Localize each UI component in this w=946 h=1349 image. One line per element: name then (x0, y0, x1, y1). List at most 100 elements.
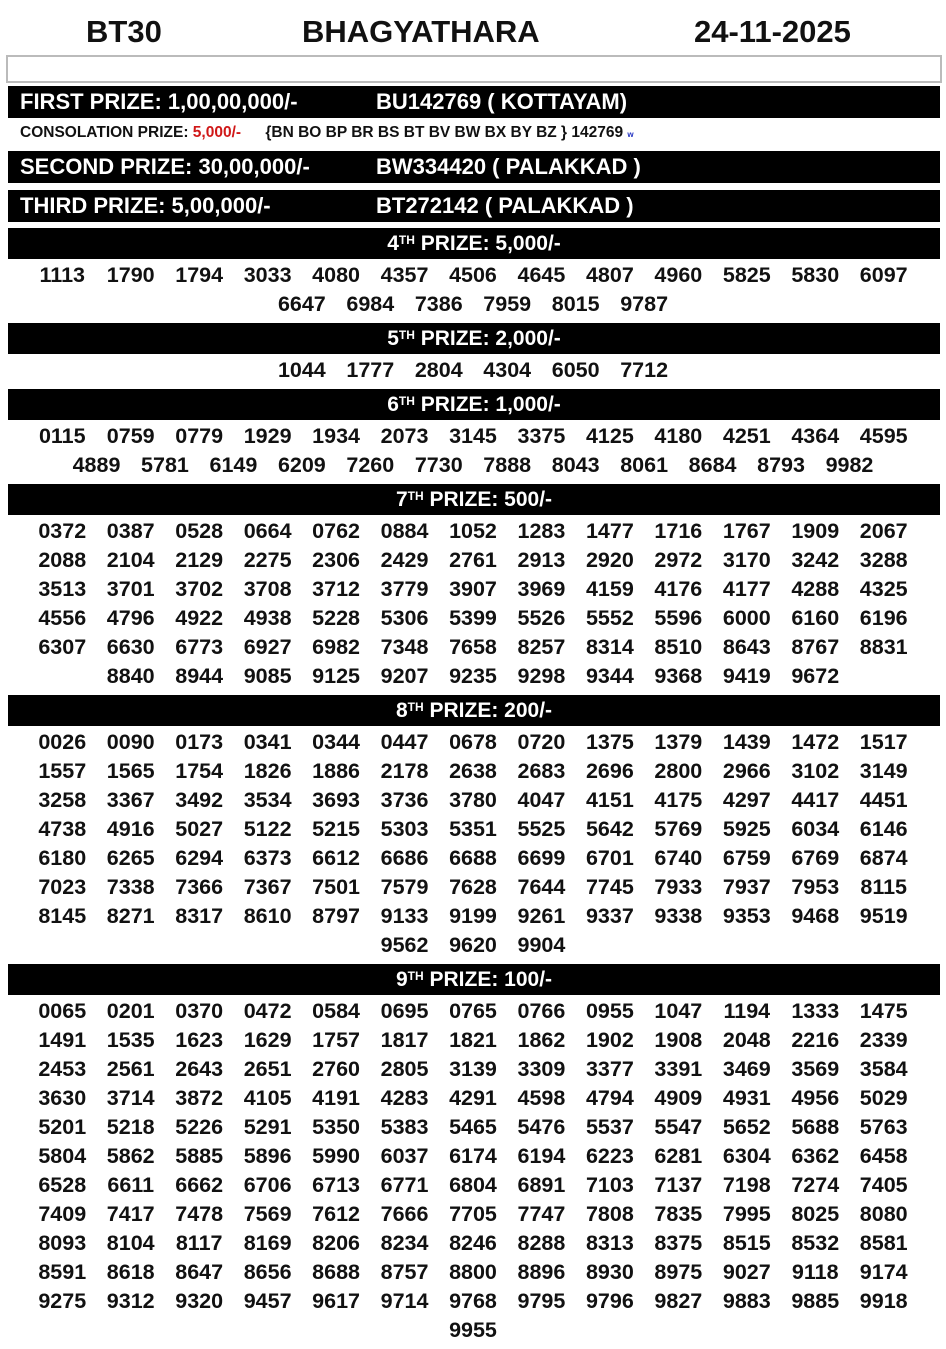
winning-number: 2129 (175, 548, 224, 572)
winning-number: 2429 (380, 548, 429, 572)
winning-number: 3149 (859, 759, 908, 783)
winning-number: 5383 (380, 1115, 429, 1139)
winning-number: 1817 (380, 1028, 429, 1052)
winning-number: 4159 (585, 577, 634, 601)
winning-number: 8831 (859, 635, 908, 659)
winning-number: 6000 (722, 606, 771, 630)
winning-number: 8313 (585, 1231, 634, 1255)
winning-number: 5769 (654, 817, 703, 841)
winning-number: 3712 (312, 577, 360, 601)
prize-8-bar: 8TH PRIZE: 200/- (8, 695, 940, 726)
winning-number: 2696 (585, 759, 634, 783)
winning-number: 1767 (722, 519, 771, 543)
winning-number: 3714 (106, 1086, 155, 1110)
winning-number: 6804 (449, 1173, 497, 1197)
winning-number: 7386 (414, 292, 463, 316)
prize-title: PRIZE: 200/- (423, 699, 553, 722)
winning-number: 7338 (106, 875, 155, 899)
winning-number: 8800 (449, 1260, 497, 1284)
winning-number: 5027 (175, 817, 224, 841)
winning-number: 6149 (209, 453, 258, 477)
winning-number: 8317 (175, 904, 224, 928)
winning-number: 8532 (791, 1231, 840, 1255)
winning-number: 8930 (585, 1260, 634, 1284)
winning-number: 9562 (380, 933, 429, 957)
winning-number: 4956 (791, 1086, 840, 1110)
winning-number: 2104 (106, 548, 155, 572)
prize-7-bar: 7TH PRIZE: 500/- (8, 484, 940, 515)
winning-number: 9275 (38, 1289, 87, 1313)
first-prize-bar: FIRST PRIZE: 1,00,00,000/- BU142769 ( KO… (8, 86, 940, 118)
prize-ordinal: 5 (387, 327, 399, 350)
prize-title: PRIZE: 2,000/- (414, 327, 561, 350)
winning-number: 4297 (722, 788, 771, 812)
winning-number: 1629 (243, 1028, 292, 1052)
winning-number: 6630 (106, 635, 155, 659)
winning-number: 9261 (517, 904, 566, 928)
winning-number: 0372 (38, 519, 87, 543)
winning-number: 6699 (517, 846, 566, 870)
winning-number: 6611 (107, 1173, 155, 1197)
winning-number: 2638 (449, 759, 497, 783)
winning-number: 7409 (38, 1202, 87, 1226)
winning-number: 9982 (825, 453, 874, 477)
winning-number: 9199 (449, 904, 497, 928)
winning-number: 9337 (585, 904, 634, 928)
winning-number: 9338 (654, 904, 703, 928)
winning-number: 1047 (654, 999, 703, 1023)
winning-number: 6209 (277, 453, 326, 477)
winning-number: 9468 (791, 904, 840, 928)
third-prize-label: THIRD PRIZE: 5,00,000/- (20, 193, 271, 218)
winning-number: 8025 (791, 1202, 840, 1226)
winning-number: 1283 (517, 519, 566, 543)
winning-number: 0115 (38, 424, 86, 448)
winning-number: 8975 (654, 1260, 703, 1284)
winning-number: 3693 (312, 788, 360, 812)
winning-number: 7666 (380, 1202, 429, 1226)
winning-number: 7712 (620, 358, 669, 382)
winning-number: 5465 (449, 1115, 497, 1139)
winning-number: 7137 (654, 1173, 703, 1197)
winning-number: 1908 (654, 1028, 703, 1052)
winning-number: 2073 (380, 424, 429, 448)
winning-number: 8093 (38, 1231, 87, 1255)
winning-number: 6194 (517, 1144, 566, 1168)
winning-number: 5896 (243, 1144, 292, 1168)
winning-number: 1790 (106, 263, 155, 287)
winning-number: 1113 (39, 263, 85, 287)
winning-number: 3534 (243, 788, 292, 812)
winning-number: 5215 (312, 817, 360, 841)
winning-number: 6373 (243, 846, 292, 870)
winning-number: 7274 (791, 1173, 840, 1197)
winning-number: 3492 (175, 788, 224, 812)
winning-number: 8145 (38, 904, 87, 928)
winning-number: 4191 (312, 1086, 360, 1110)
winning-number: 7953 (791, 875, 840, 899)
prize-5-bar: 5TH PRIZE: 2,000/- (8, 323, 940, 354)
winning-number: 0472 (243, 999, 292, 1023)
winning-number: 4451 (859, 788, 908, 812)
winning-number: 7644 (517, 875, 566, 899)
winning-number: 0065 (38, 999, 87, 1023)
winning-number: 3367 (106, 788, 155, 812)
winning-number: 3907 (449, 577, 497, 601)
winning-number: 9133 (380, 904, 429, 928)
winning-number: 1439 (722, 730, 771, 754)
lottery-name: BHAGYATHARA (302, 14, 540, 49)
winning-number: 4598 (517, 1086, 566, 1110)
winning-number: 4180 (654, 424, 703, 448)
winning-number: 3708 (243, 577, 292, 601)
winning-number: 6706 (243, 1173, 292, 1197)
winning-number: 1886 (312, 759, 360, 783)
winning-number: 5652 (722, 1115, 771, 1139)
winning-number: 1477 (585, 519, 634, 543)
consolation-label: CONSOLATION PRIZE: (20, 124, 193, 141)
winning-number: 7705 (449, 1202, 497, 1226)
winning-number: 6874 (859, 846, 908, 870)
winning-number: 6034 (791, 817, 840, 841)
winning-number: 4291 (449, 1086, 497, 1110)
winning-number: 8104 (106, 1231, 155, 1255)
winning-number: 1623 (175, 1028, 224, 1052)
winning-number: 0884 (380, 519, 429, 543)
winning-number: 5226 (175, 1115, 224, 1139)
